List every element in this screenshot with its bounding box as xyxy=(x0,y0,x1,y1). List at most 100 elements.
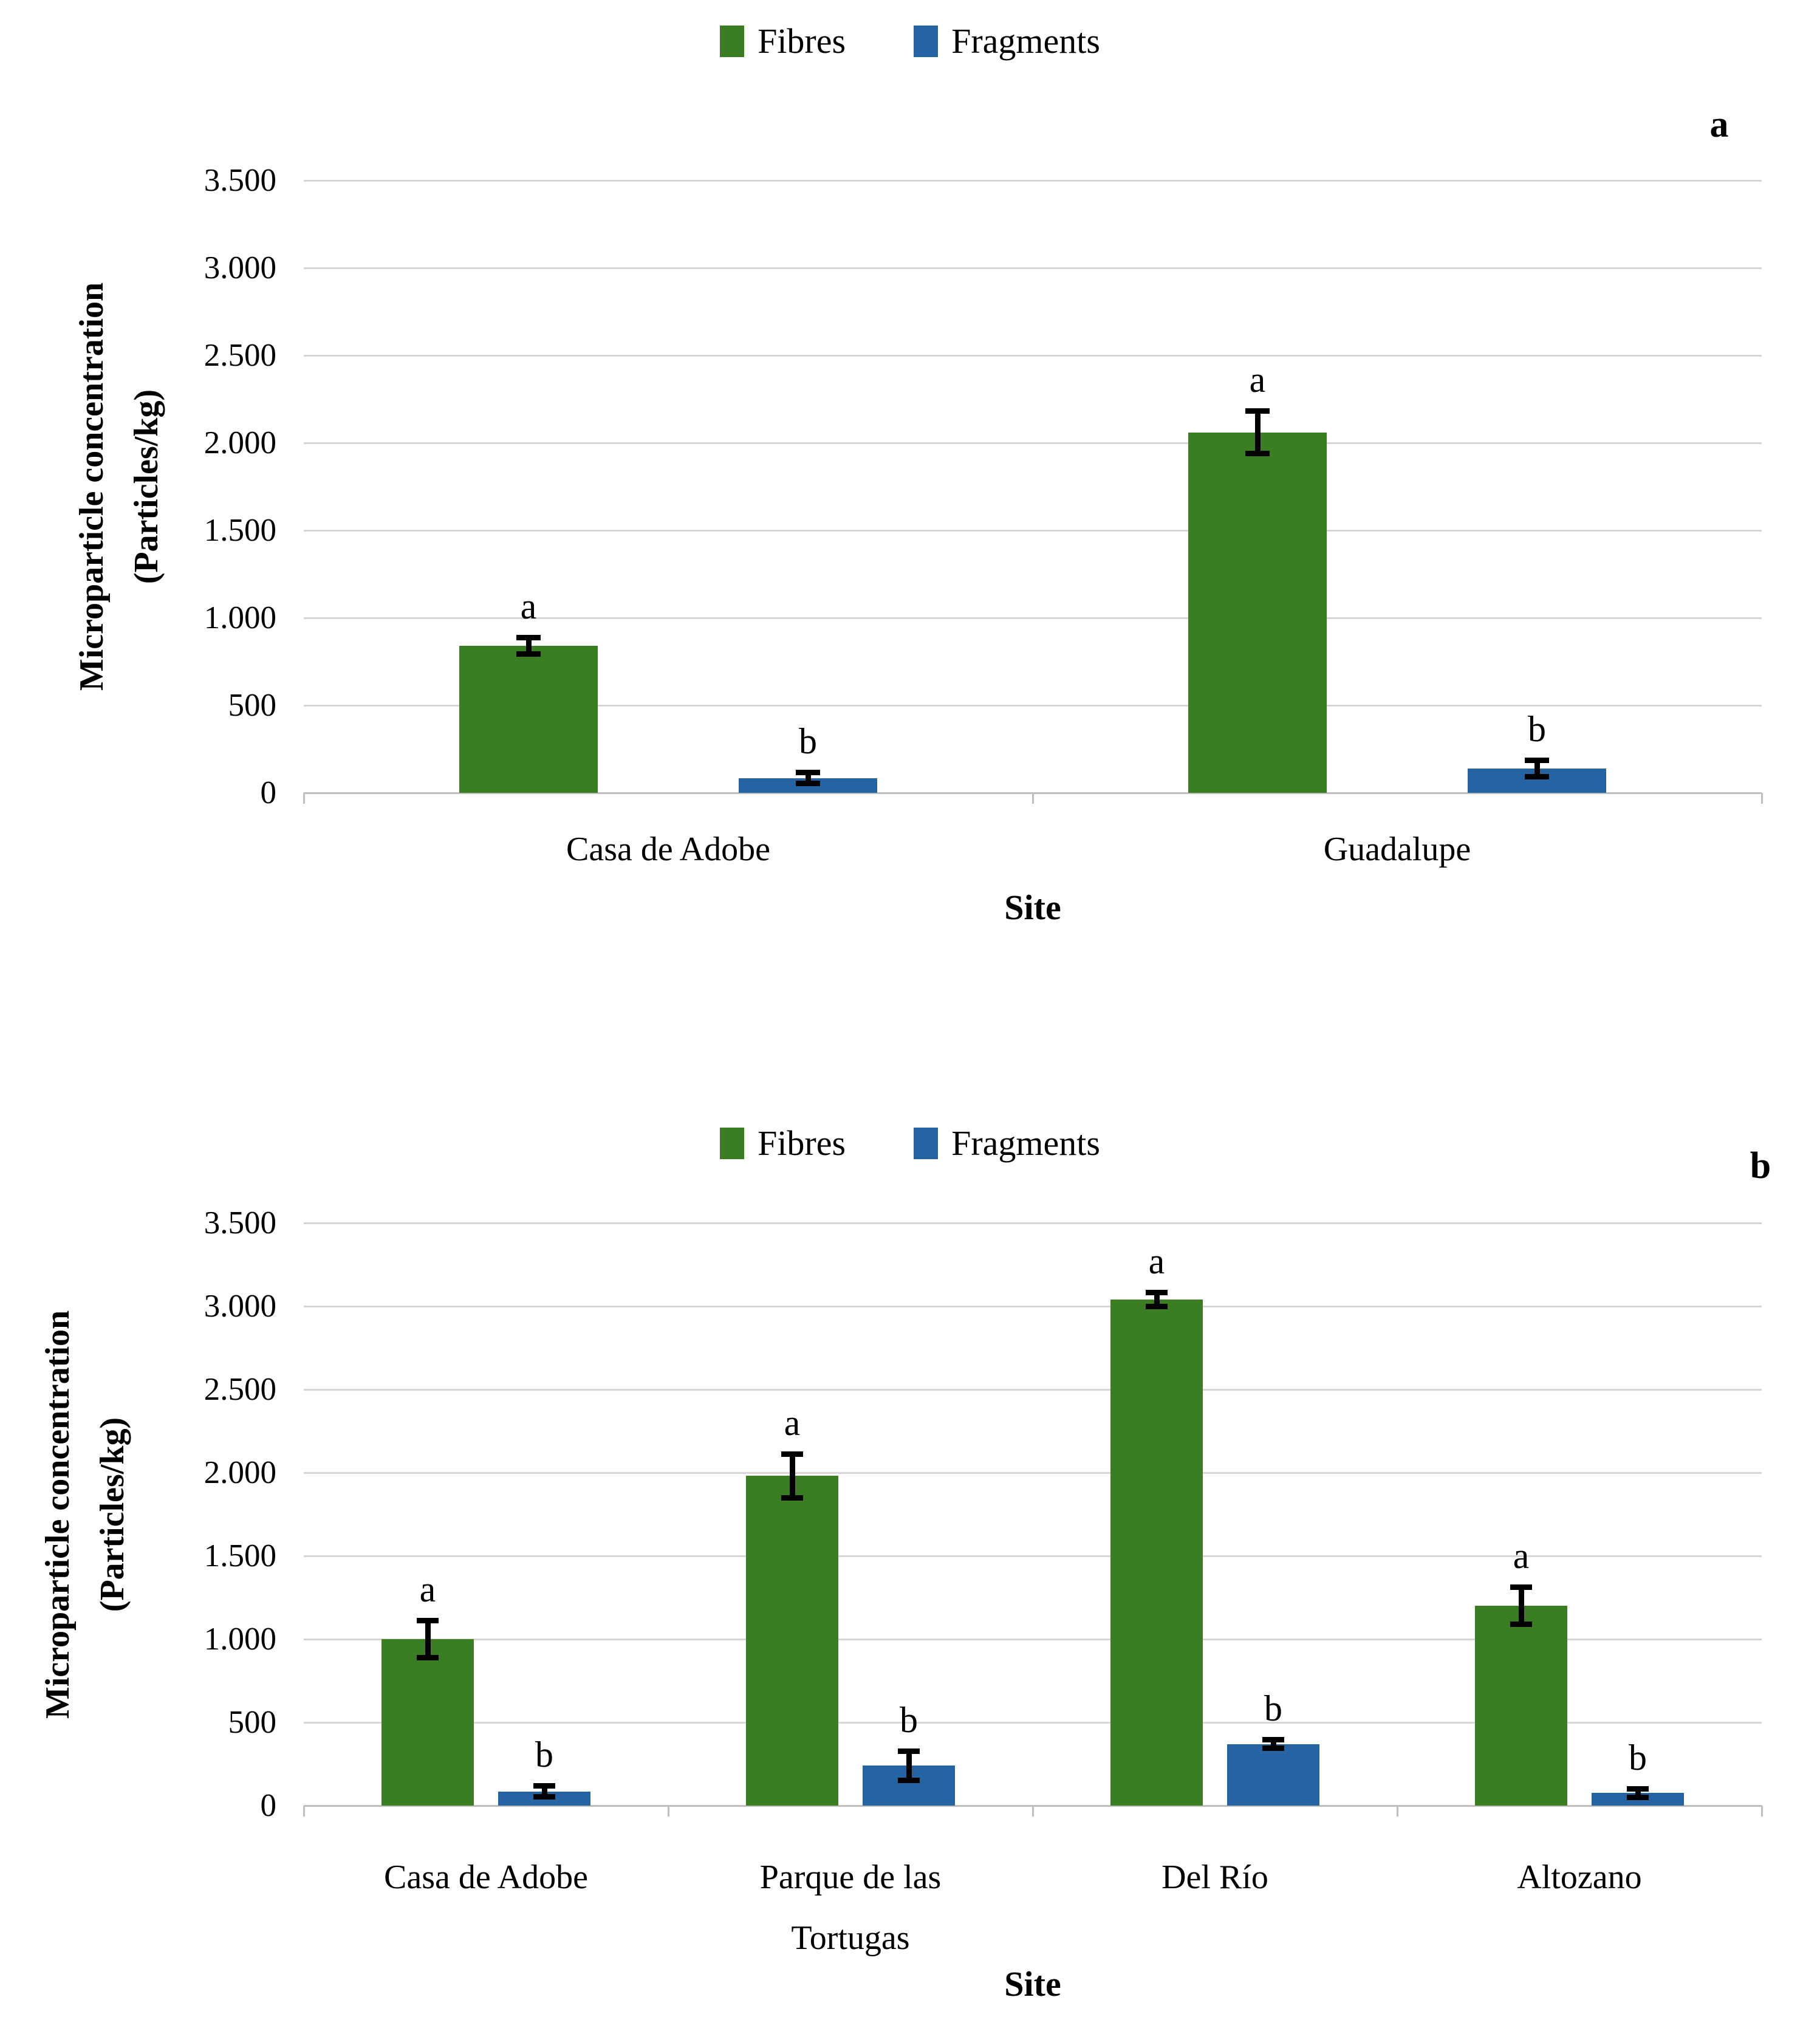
y-tick-label: 3.000 xyxy=(204,250,276,286)
legend-item-fragments: Fragments xyxy=(914,1125,1100,1162)
error-bar-cap-top-fragments-altozano xyxy=(1627,1786,1649,1792)
legend-swatch-fragments-icon xyxy=(914,26,939,57)
bar-fibres-altozano xyxy=(1475,1606,1567,1806)
legend-swatch-fragments-icon xyxy=(914,1128,939,1159)
y-tick-label: 2.000 xyxy=(204,425,276,461)
y-tick-label: 1.500 xyxy=(204,513,276,548)
error-bar-cap-bottom-fragments-del-rio xyxy=(1262,1745,1284,1751)
x-category-label-parque-de-las-tortugas: Parque de las Tortugas xyxy=(759,1858,942,1957)
error-bar-cap-bottom-fragments-guadalupe xyxy=(1525,774,1549,779)
x-category-label-guadalupe: Guadalupe xyxy=(1323,831,1471,868)
gridline xyxy=(304,1222,1762,1224)
error-bar-cap-top-fibres-guadalupe xyxy=(1245,408,1270,414)
error-bar-cap-top-fragments-casa-de-adobe xyxy=(796,770,820,775)
panel-letter-b: b xyxy=(1750,1145,1771,1187)
gridline xyxy=(304,1555,1762,1557)
significance-letter-fragments-guadalupe: b xyxy=(1528,709,1546,749)
x-axis-tick-mark xyxy=(303,1806,305,1817)
gridline xyxy=(304,442,1762,444)
error-bar-fibres-casa-de-adobe xyxy=(425,1621,431,1657)
y-tick-label: 0 xyxy=(260,1788,277,1823)
significance-letter-fibres-parque-de-las-tortugas: a xyxy=(784,1403,801,1443)
significance-letter-fragments-parque-de-las-tortugas: b xyxy=(900,1700,918,1740)
x-axis-title: Site xyxy=(1004,1964,1061,2004)
legend: Fibres Fragments xyxy=(0,1118,1820,1169)
significance-letter-fibres-altozano: a xyxy=(1513,1536,1530,1576)
error-bar-cap-top-fragments-casa-de-adobe xyxy=(533,1783,555,1789)
y-tick-label: 3.500 xyxy=(204,1205,276,1241)
gridline xyxy=(304,530,1762,532)
bar-fragments-del-rio xyxy=(1227,1744,1319,1806)
significance-letter-fragments-del-rio: b xyxy=(1264,1688,1282,1728)
error-bar-cap-top-fragments-del-rio xyxy=(1262,1737,1284,1742)
y-tick-label: 1.000 xyxy=(204,1622,276,1657)
bar-fibres-casa-de-adobe xyxy=(459,646,598,793)
y-tick-label: 500 xyxy=(228,688,277,723)
legend-label-fibres: Fibres xyxy=(758,1123,846,1163)
error-bar-cap-top-fibres-altozano xyxy=(1510,1584,1532,1590)
error-bar-cap-bottom-fragments-altozano xyxy=(1627,1795,1649,1800)
error-bar-fibres-del-rio xyxy=(1154,1293,1160,1306)
legend: Fibres Fragments xyxy=(0,16,1820,67)
error-bar-cap-top-fragments-guadalupe xyxy=(1525,758,1549,763)
error-bar-cap-bottom-fibres-altozano xyxy=(1510,1622,1532,1627)
panel-letter-a: a xyxy=(1709,104,1729,145)
significance-letter-fibres-casa-de-adobe: a xyxy=(520,586,537,626)
significance-letter-fibres-guadalupe: a xyxy=(1249,360,1266,400)
error-bar-cap-bottom-fibres-parque-de-las-tortugas xyxy=(781,1495,803,1501)
error-bar-fragments-del-rio xyxy=(1271,1740,1276,1748)
x-axis-tick-mark xyxy=(1761,793,1763,804)
gridline xyxy=(304,1639,1762,1640)
gridline xyxy=(304,267,1762,269)
x-axis-tick-mark xyxy=(1032,793,1034,804)
legend-item-fibres: Fibres xyxy=(720,23,846,60)
x-axis-tick-mark xyxy=(303,793,305,804)
x-axis-tick-mark xyxy=(668,1806,669,1817)
gridline xyxy=(304,1306,1762,1307)
error-bar-cap-top-fibres-casa-de-adobe xyxy=(516,635,541,640)
error-bar-fragments-casa-de-adobe xyxy=(806,773,811,783)
error-bar-cap-top-fragments-parque-de-las-tortugas xyxy=(898,1748,920,1754)
x-category-label-casa-de-adobe: Casa de Adobe xyxy=(566,831,770,868)
error-bar-cap-bottom-fragments-casa-de-adobe xyxy=(796,781,820,786)
legend-item-fibres: Fibres xyxy=(720,1125,846,1162)
bar-fibres-parque-de-las-tortugas xyxy=(746,1476,838,1806)
legend-label-fibres: Fibres xyxy=(758,21,846,61)
significance-letter-fragments-casa-de-adobe: b xyxy=(799,721,817,761)
gridline xyxy=(304,617,1762,619)
x-axis-tick-mark xyxy=(1761,1806,1763,1817)
significance-letter-fragments-casa-de-adobe: b xyxy=(535,1735,553,1775)
legend-label-fragments: Fragments xyxy=(951,1123,1100,1163)
error-bar-cap-top-fibres-casa-de-adobe xyxy=(417,1618,439,1623)
error-bar-fibres-altozano xyxy=(1519,1587,1524,1624)
x-category-label-altozano: Altozano xyxy=(1517,1858,1642,1896)
error-bar-cap-bottom-fibres-casa-de-adobe xyxy=(516,651,541,657)
error-bar-fragments-guadalupe xyxy=(1534,761,1540,776)
bar-fibres-guadalupe xyxy=(1188,433,1327,793)
legend-swatch-fibres-icon xyxy=(720,1128,745,1159)
y-tick-label: 500 xyxy=(228,1705,277,1740)
error-bar-fragments-altozano xyxy=(1635,1789,1641,1798)
gridline xyxy=(304,705,1762,707)
error-bar-fragments-casa-de-adobe xyxy=(542,1786,547,1796)
error-bar-fragments-parque-de-las-tortugas xyxy=(906,1752,912,1780)
error-bar-cap-bottom-fragments-parque-de-las-tortugas xyxy=(898,1778,920,1783)
significance-letter-fibres-del-rio: a xyxy=(1148,1241,1165,1281)
x-axis-tick-mark xyxy=(1397,1806,1398,1817)
y-tick-label: 3.000 xyxy=(204,1289,276,1324)
x-axis-title: Site xyxy=(1004,888,1061,927)
y-tick-label: 3.500 xyxy=(204,163,276,198)
y-tick-label: 1.000 xyxy=(204,600,276,635)
y-tick-label: 0 xyxy=(260,775,277,810)
y-tick-label: 2.500 xyxy=(204,338,276,373)
legend-item-fragments: Fragments xyxy=(914,23,1100,60)
error-bar-cap-bottom-fragments-casa-de-adobe xyxy=(533,1794,555,1800)
error-bar-cap-bottom-fibres-casa-de-adobe xyxy=(417,1655,439,1660)
bar-fibres-del-rio xyxy=(1110,1300,1203,1806)
significance-letter-fibres-casa-de-adobe: a xyxy=(419,1569,436,1609)
legend-label-fragments: Fragments xyxy=(951,21,1100,61)
gridline xyxy=(304,1472,1762,1474)
x-axis-tick-mark xyxy=(1032,1806,1034,1817)
error-bar-fibres-guadalupe xyxy=(1255,411,1261,453)
significance-letter-fragments-altozano: b xyxy=(1629,1738,1647,1778)
